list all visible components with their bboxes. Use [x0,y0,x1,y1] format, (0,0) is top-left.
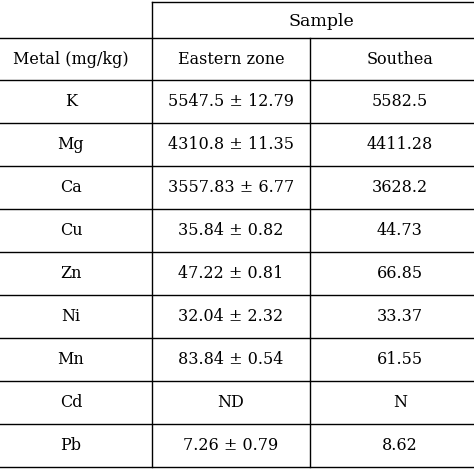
Text: Pb: Pb [61,437,82,454]
Text: N: N [393,394,407,411]
Text: Ni: Ni [62,308,81,325]
Text: K: K [65,93,77,110]
Text: 33.37: 33.37 [377,308,423,325]
Text: Mg: Mg [58,136,84,153]
Text: 5547.5 ± 12.79: 5547.5 ± 12.79 [168,93,294,110]
Text: Ca: Ca [60,179,82,196]
Text: 47.22 ± 0.81: 47.22 ± 0.81 [178,265,283,282]
Text: 3557.83 ± 6.77: 3557.83 ± 6.77 [168,179,294,196]
Text: Sample: Sample [288,12,354,29]
Text: 32.04 ± 2.32: 32.04 ± 2.32 [178,308,283,325]
Text: Zn: Zn [60,265,82,282]
Text: 8.62: 8.62 [382,437,418,454]
Text: 83.84 ± 0.54: 83.84 ± 0.54 [178,351,283,368]
Text: ND: ND [218,394,245,411]
Text: 5582.5: 5582.5 [372,93,428,110]
Text: Cd: Cd [60,394,82,411]
Text: Cu: Cu [60,222,82,239]
Text: Mn: Mn [58,351,84,368]
Text: 4310.8 ± 11.35: 4310.8 ± 11.35 [168,136,294,153]
Text: 3628.2: 3628.2 [372,179,428,196]
Text: Metal (mg/kg): Metal (mg/kg) [13,51,129,67]
Text: 44.73: 44.73 [377,222,423,239]
Text: Southea: Southea [366,51,433,67]
Text: 7.26 ± 0.79: 7.26 ± 0.79 [183,437,279,454]
Text: Eastern zone: Eastern zone [178,51,284,67]
Text: 4411.28: 4411.28 [367,136,433,153]
Text: 35.84 ± 0.82: 35.84 ± 0.82 [178,222,283,239]
Text: 66.85: 66.85 [377,265,423,282]
Text: 61.55: 61.55 [377,351,423,368]
